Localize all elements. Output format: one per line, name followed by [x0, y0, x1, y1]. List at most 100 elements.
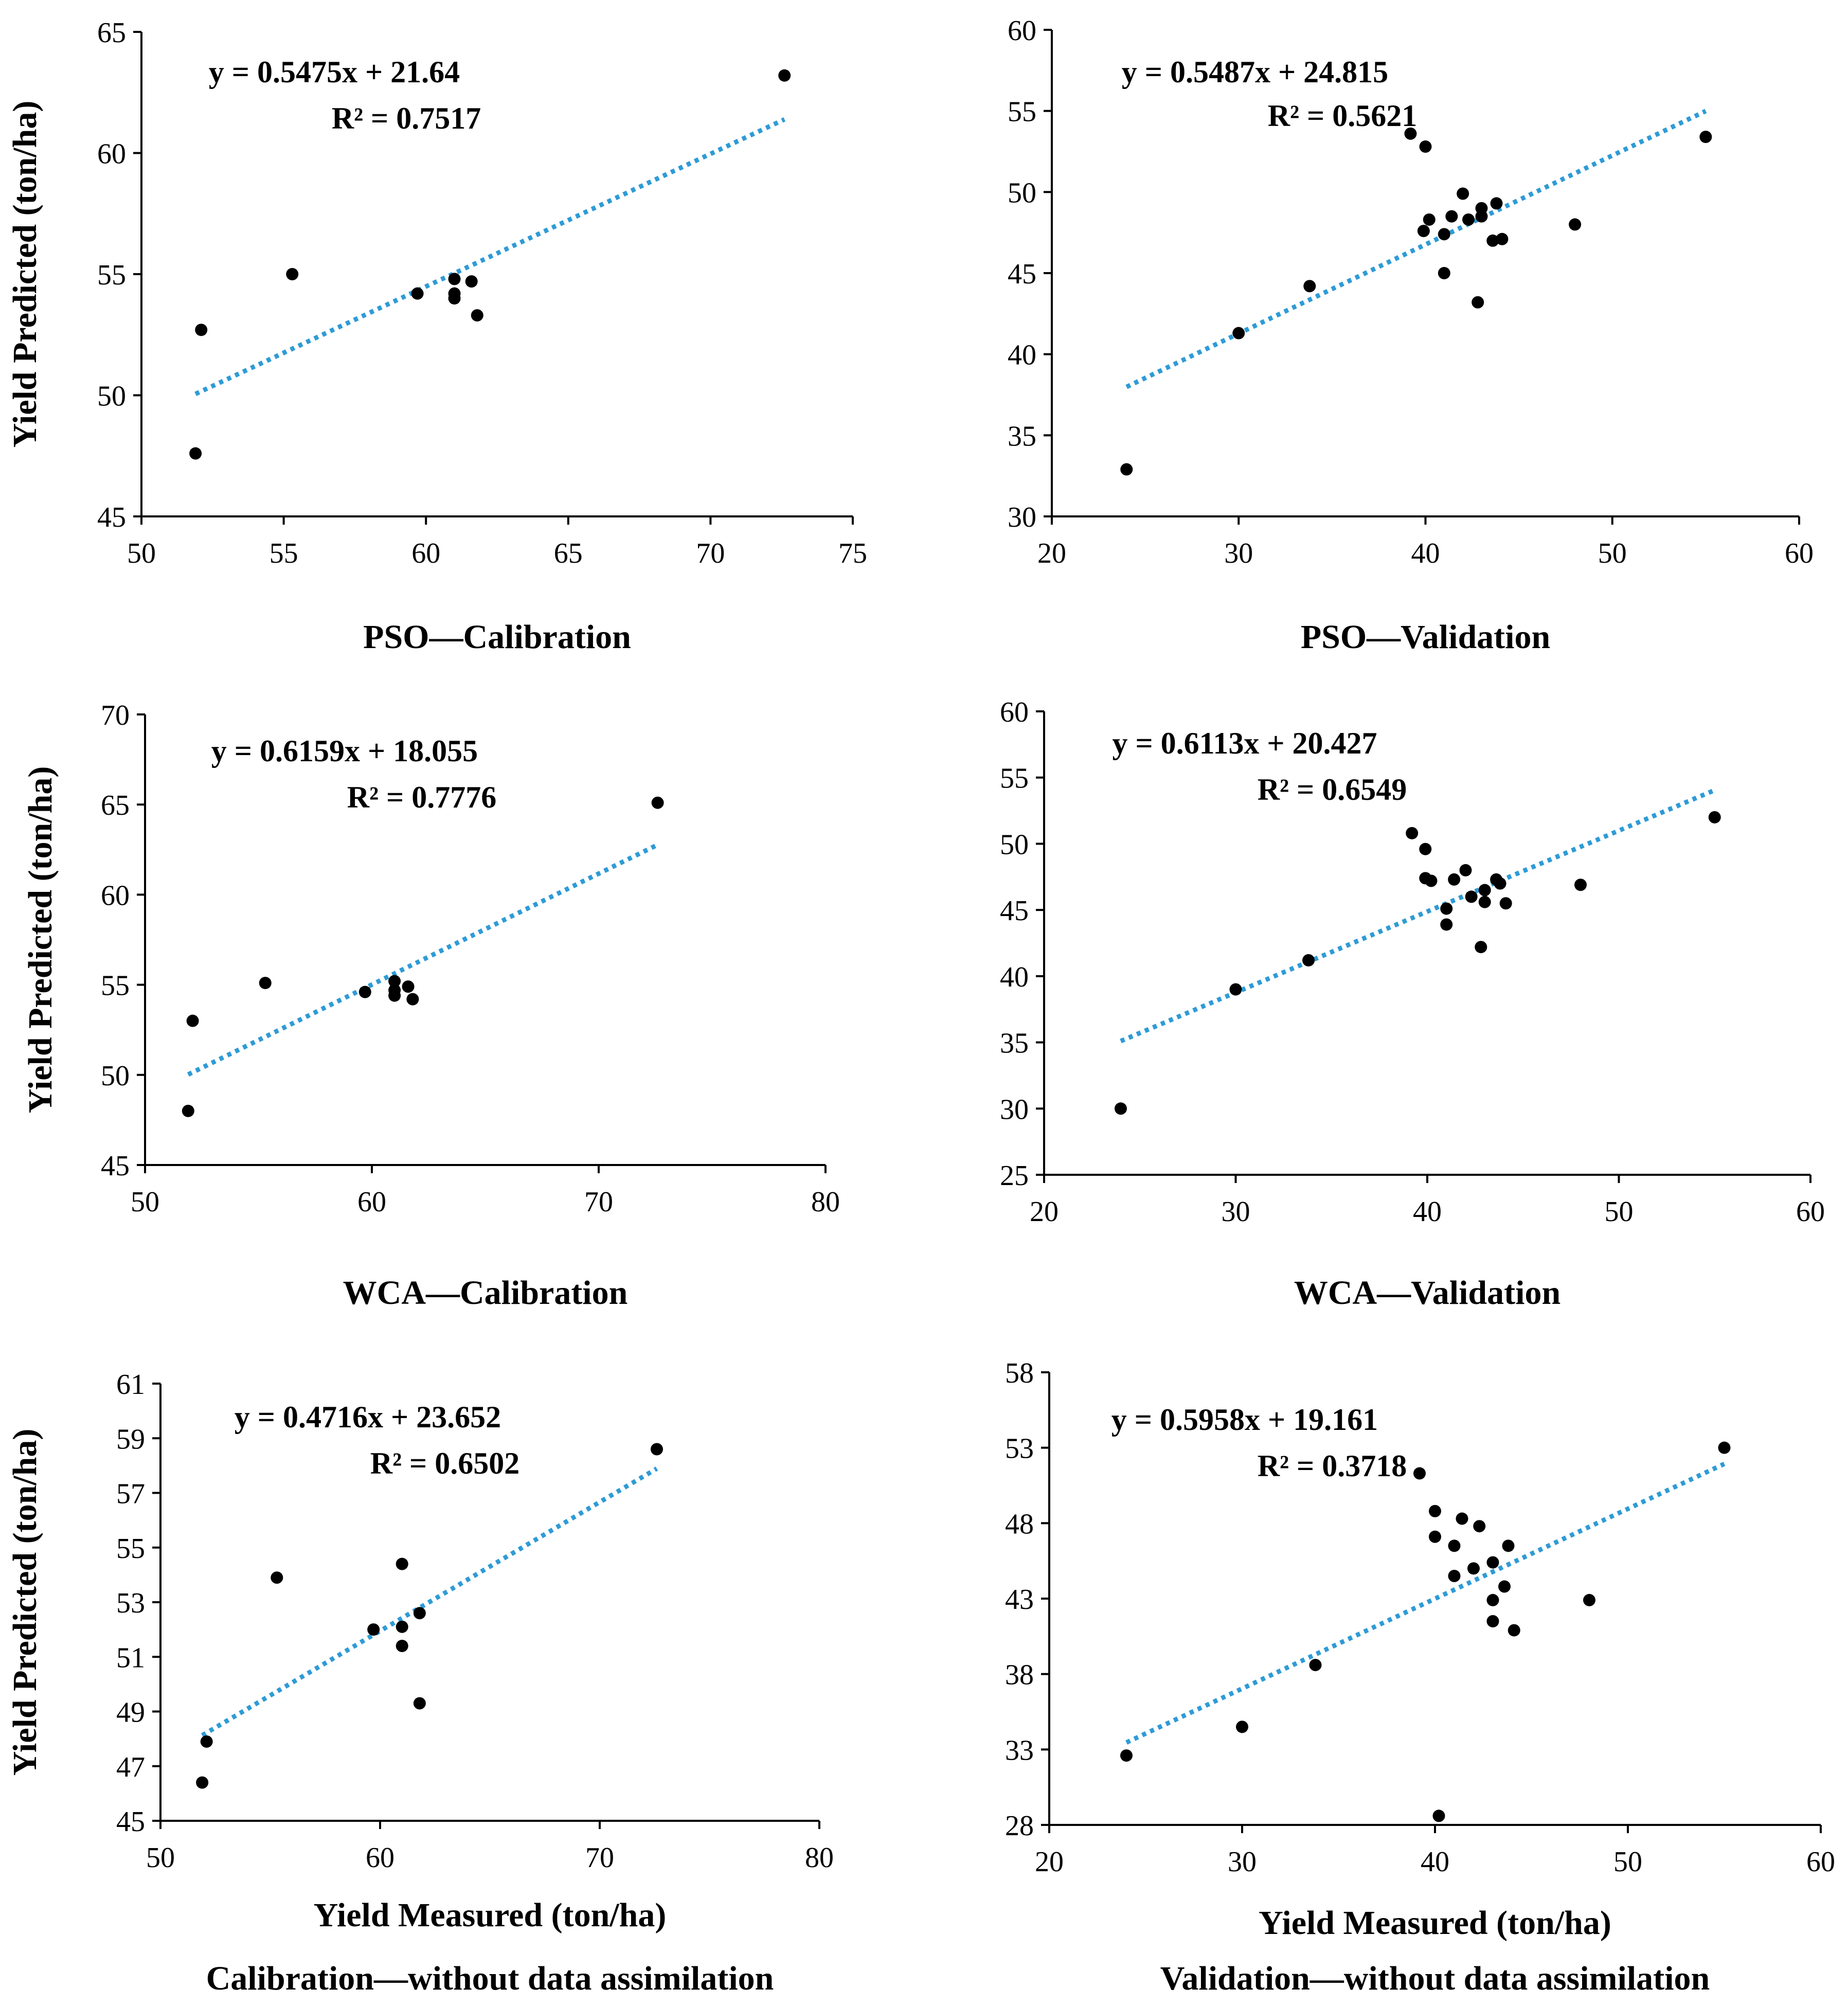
data-point [1486, 234, 1499, 247]
data-point [1404, 127, 1417, 140]
data-point [1486, 1593, 1499, 1606]
y-tick-label: 50 [1000, 829, 1029, 861]
x-tick-label: 60 [1796, 1196, 1825, 1228]
data-point [182, 1104, 194, 1117]
x-tick-label: 50 [1598, 537, 1627, 569]
y-tick-label: 48 [1005, 1508, 1034, 1540]
data-point [1419, 843, 1432, 855]
data-point [189, 447, 202, 460]
r-squared-label: R² = 0.7517 [332, 101, 481, 135]
x-tick-label: 50 [1613, 1846, 1642, 1878]
data-point [1699, 131, 1712, 144]
data-point [186, 1014, 199, 1027]
r-squared-label: R² = 0.3718 [1258, 1449, 1407, 1483]
data-point [402, 980, 415, 993]
x-tick-label: 40 [1421, 1846, 1449, 1878]
trend-line [194, 117, 786, 396]
data-point [1303, 280, 1316, 293]
data-point [448, 273, 461, 285]
data-point [651, 796, 664, 809]
y-tick-label: 45 [101, 1150, 130, 1182]
data-point [1478, 884, 1491, 897]
x-tick-label: 50 [127, 537, 156, 569]
r-squared-label: R² = 0.6549 [1258, 773, 1407, 807]
y-tick-label: 50 [97, 381, 126, 413]
r-squared-label: R² = 0.6502 [370, 1446, 520, 1480]
y-tick-label: 59 [116, 1423, 145, 1455]
data-point [367, 1623, 380, 1636]
data-point [1413, 1467, 1426, 1480]
data-point [1708, 811, 1721, 823]
scatter-panel-4: 25 30 35 40 45 50 55 60 20 30 40 50 60 y = 0.6113x + … [1000, 696, 1825, 1312]
data-point [1423, 213, 1436, 226]
data-point [1465, 890, 1478, 903]
data-point [1302, 954, 1315, 966]
x-axis-title: Yield Measured (ton/ha) [314, 1896, 667, 1934]
data-point [1475, 210, 1488, 223]
x-tick-label: 60 [1806, 1846, 1835, 1878]
scatter-panel-6: 28 33 38 43 48 53 58 20 30 40 50 60 y = 0.5958x + 19… [1005, 1357, 1835, 1997]
data-point [1718, 1441, 1731, 1454]
y-tick-label: 70 [101, 700, 130, 731]
data-point [448, 292, 461, 305]
data-point [1502, 1539, 1515, 1552]
data-point [1448, 1570, 1461, 1582]
data-point [1406, 827, 1419, 839]
data-point [1494, 877, 1506, 890]
y-tick-label: 40 [1000, 961, 1029, 993]
y-tick-label: 28 [1005, 1810, 1034, 1842]
regression-equation: y = 0.5958x + 19.161 [1111, 1403, 1378, 1437]
y-tick-label: 45 [97, 501, 126, 533]
x-tick-label: 40 [1413, 1196, 1442, 1228]
x-tick-label: 50 [146, 1842, 175, 1874]
data-point [1438, 267, 1450, 279]
data-point [1448, 1539, 1461, 1552]
x-tick-label: 30 [1224, 537, 1253, 569]
data-point [1583, 1593, 1595, 1606]
y-tick-label: 45 [116, 1806, 145, 1838]
data-point [1475, 941, 1487, 954]
x-tick-label: 70 [584, 1186, 613, 1218]
x-tick-label: 60 [366, 1842, 394, 1874]
data-point [1472, 296, 1484, 309]
data-point [1432, 1809, 1445, 1822]
data-point [1445, 210, 1458, 223]
panel-caption: Calibration—without data assimilation [206, 1960, 774, 1997]
x-tick-label: 55 [270, 537, 298, 569]
data-point [200, 1735, 213, 1748]
data-point [1115, 1102, 1127, 1115]
y-tick-label: 49 [116, 1697, 145, 1729]
data-point [1508, 1624, 1520, 1637]
r-squared-label: R² = 0.7776 [347, 780, 497, 814]
y-tick-label: 47 [116, 1751, 145, 1783]
data-point [1569, 218, 1582, 231]
data-point [1429, 1530, 1441, 1543]
data-point [1478, 895, 1491, 908]
y-tick-label: 57 [116, 1478, 145, 1510]
data-point [388, 989, 401, 1002]
data-point [1229, 983, 1242, 996]
data-point [1486, 1615, 1499, 1627]
data-point [195, 324, 208, 336]
y-tick-label: 38 [1005, 1659, 1034, 1691]
data-point [1232, 327, 1245, 339]
y-tick-label: 60 [1000, 696, 1029, 728]
data-point [396, 1620, 408, 1633]
x-tick-label: 65 [554, 537, 583, 569]
y-tick-label: 45 [1000, 895, 1029, 927]
y-tick-label: 43 [1005, 1584, 1034, 1616]
data-point [1429, 1504, 1441, 1517]
data-point [396, 1640, 408, 1652]
data-point [1462, 213, 1475, 226]
data-point [388, 975, 401, 988]
data-point [1486, 1556, 1499, 1569]
x-tick-label: 75 [838, 537, 867, 569]
data-point [259, 977, 272, 990]
panel-caption: PSO—Validation [1301, 618, 1550, 656]
x-tick-label: 70 [696, 537, 725, 569]
y-tick-label: 55 [101, 970, 130, 1002]
data-point [651, 1443, 663, 1456]
y-tick-label: 55 [116, 1533, 145, 1565]
